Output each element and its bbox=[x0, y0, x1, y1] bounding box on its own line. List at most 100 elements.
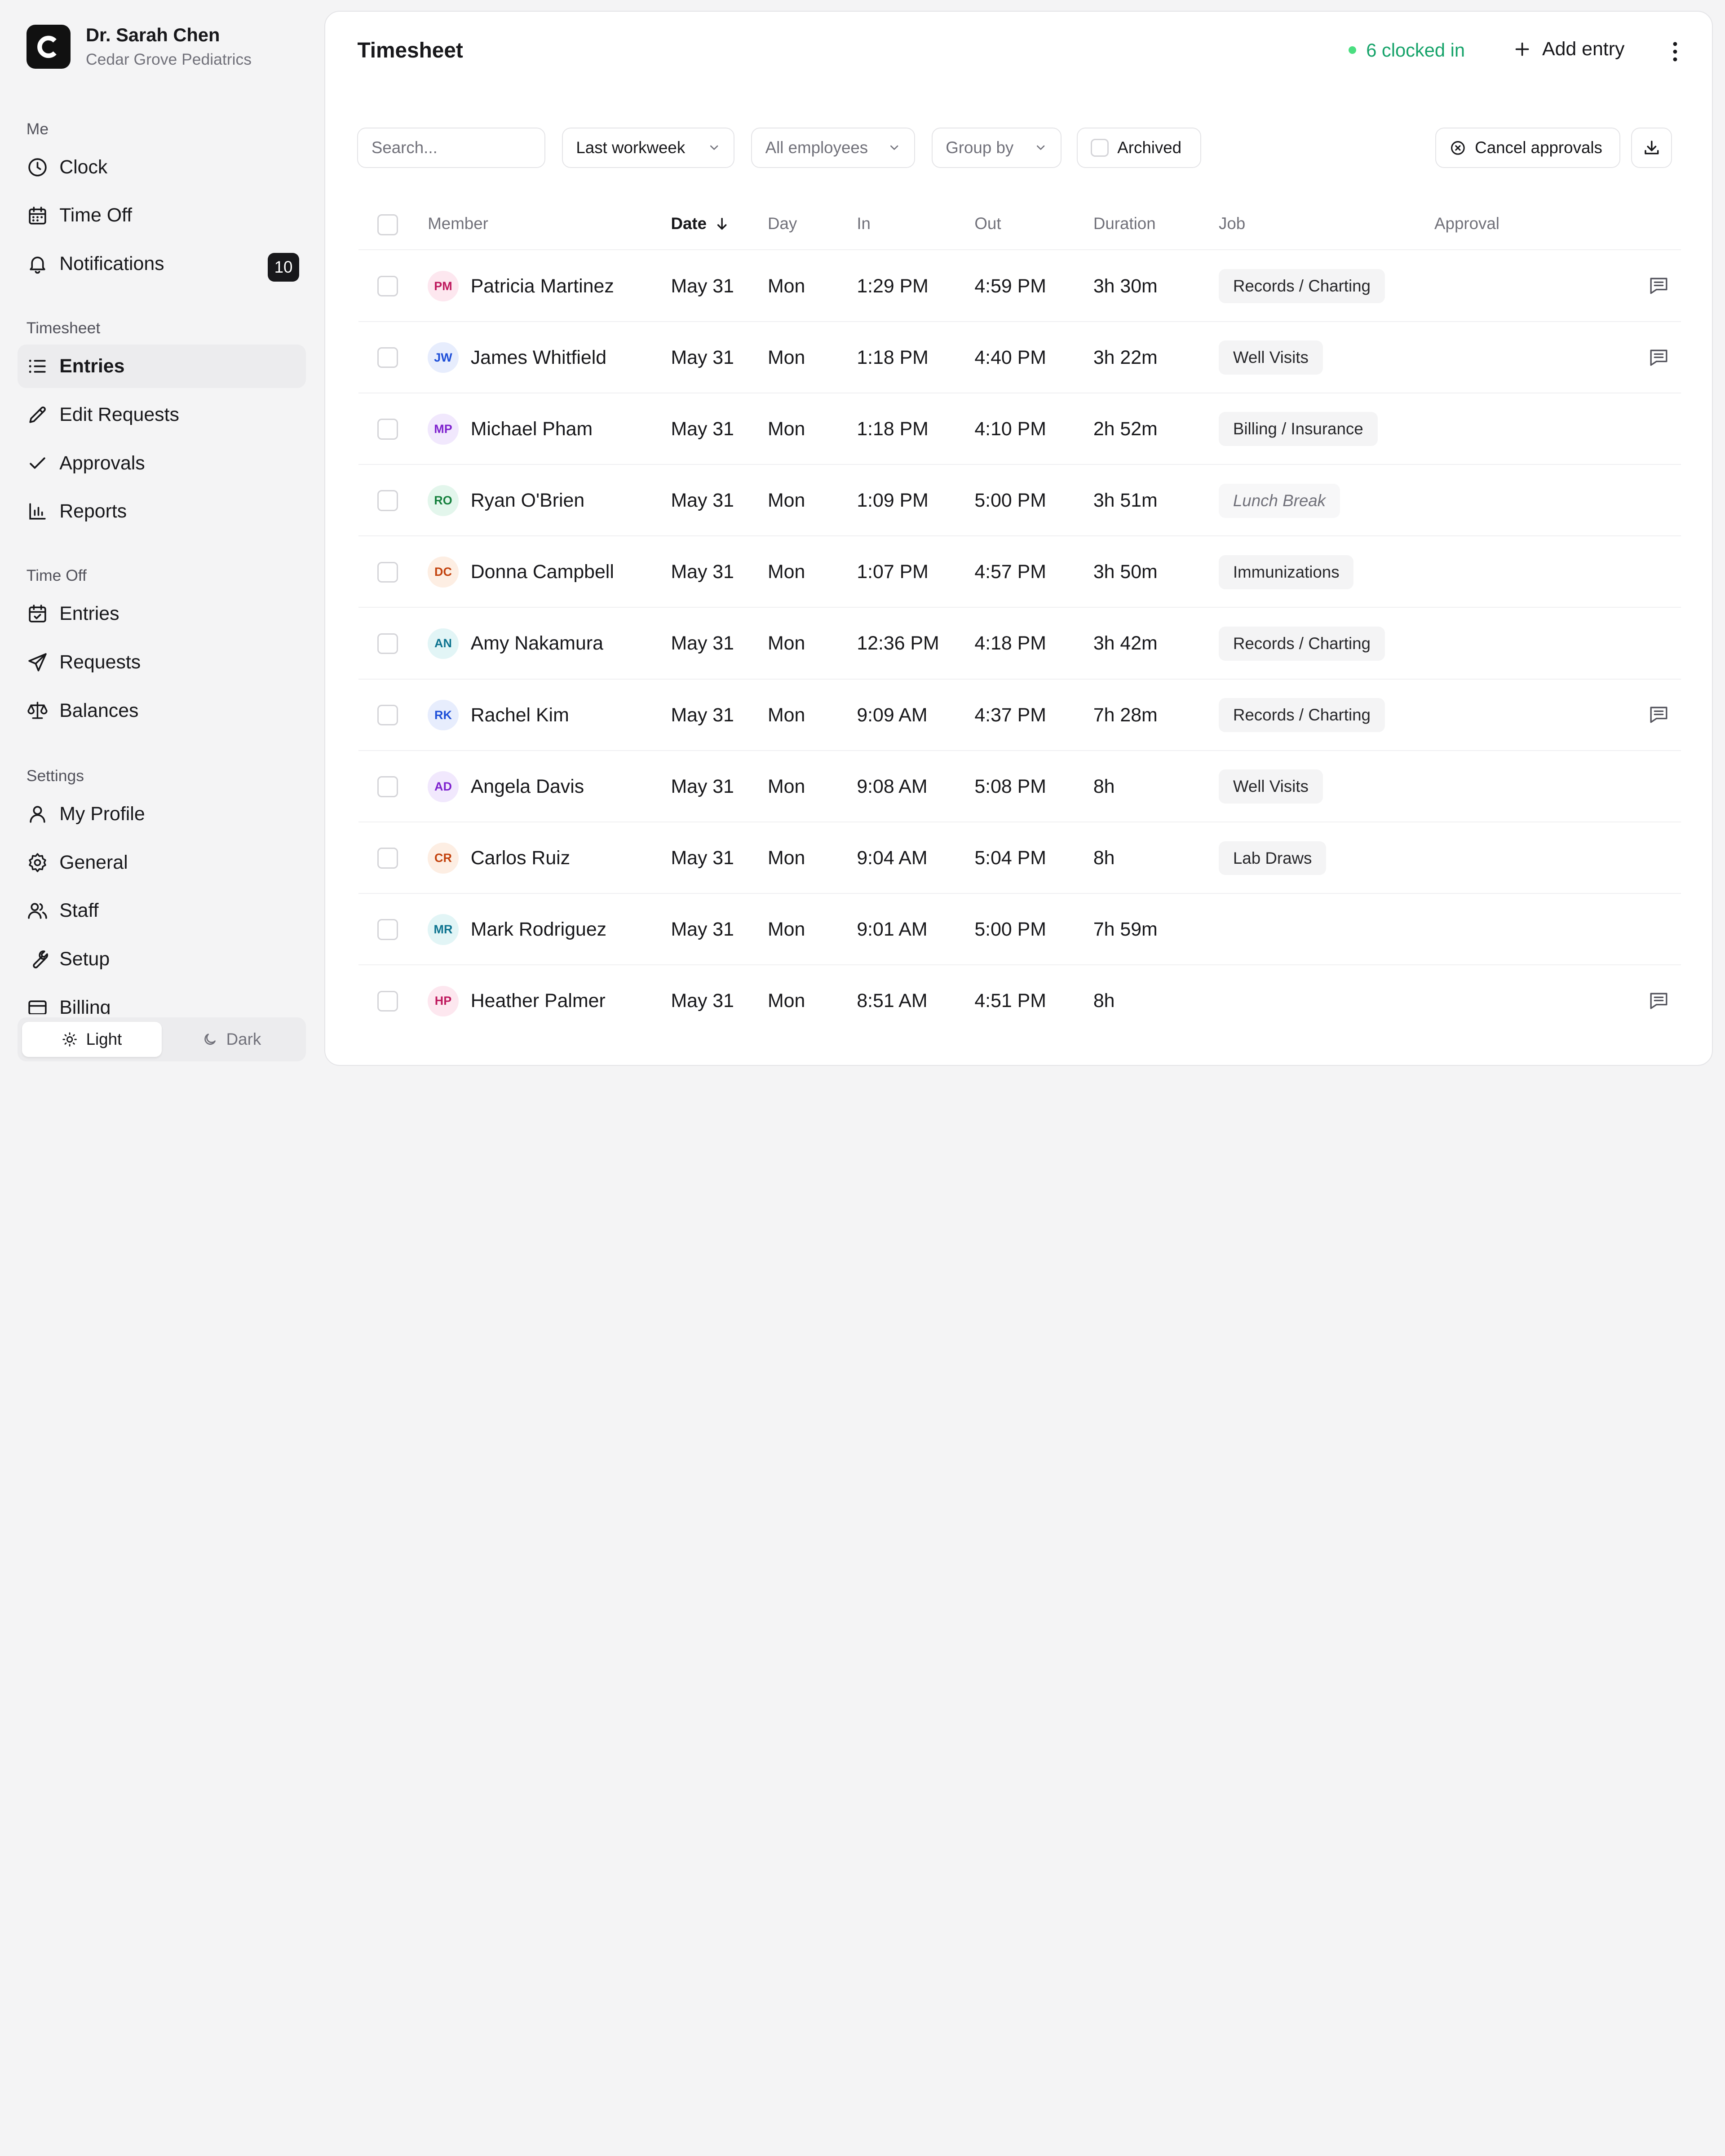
date-cell: May 31 bbox=[671, 704, 734, 726]
table-row[interactable]: DC Donna Campbell May 31 Mon 1:07 PM 4:57 PM 3… bbox=[358, 535, 1681, 607]
sidebar-item-setup[interactable]: Setup bbox=[18, 937, 306, 981]
row-checkbox[interactable] bbox=[377, 490, 398, 511]
sidebar-item-timesheet-entries[interactable]: Entries bbox=[18, 344, 306, 389]
table-row[interactable]: MP Michael Pham May 31 Mon 1:18 PM 4:10 PM 2h … bbox=[358, 392, 1681, 465]
sidebar-item-clock[interactable]: Clock bbox=[18, 145, 306, 189]
job-badge[interactable]: Lab Draws bbox=[1219, 841, 1327, 875]
table-row[interactable]: RO Ryan O'Brien May 31 Mon 1:09 PM 5:00 PM 3h … bbox=[358, 464, 1681, 535]
sidebar-item-time-off-entries[interactable]: Entries bbox=[18, 592, 306, 636]
note-icon[interactable] bbox=[1648, 703, 1670, 725]
avatar: DC bbox=[428, 557, 459, 588]
table-row[interactable]: JW James Whitfield May 31 Mon 1:18 PM 4:40 PM… bbox=[358, 321, 1681, 393]
column-header-day[interactable]: Day bbox=[767, 214, 797, 233]
cancel-approvals-button[interactable]: Cancel approvals bbox=[1435, 127, 1620, 168]
status-dot-icon bbox=[1349, 46, 1357, 54]
row-checkbox[interactable] bbox=[377, 919, 398, 940]
column-header-member[interactable]: Member bbox=[428, 214, 488, 233]
member-cell[interactable]: MP Michael Pham bbox=[428, 393, 593, 465]
sidebar-item-reports[interactable]: Reports bbox=[18, 490, 306, 534]
job-badge[interactable]: Records / Charting bbox=[1219, 698, 1385, 733]
note-icon[interactable] bbox=[1648, 274, 1670, 296]
member-cell[interactable]: PM Patricia Martinez bbox=[428, 250, 614, 322]
row-checkbox[interactable] bbox=[377, 347, 398, 368]
theme-dark-button[interactable]: Dark bbox=[162, 1022, 301, 1057]
select-all-checkbox[interactable] bbox=[377, 214, 398, 235]
date-cell: May 31 bbox=[671, 919, 734, 941]
column-header-job[interactable]: Job bbox=[1219, 214, 1246, 233]
search-input[interactable] bbox=[371, 138, 531, 157]
avatar: PM bbox=[428, 270, 459, 302]
section-label-time-off: Time Off bbox=[26, 566, 87, 585]
job-badge[interactable]: Records / Charting bbox=[1219, 269, 1385, 303]
row-checkbox[interactable] bbox=[377, 275, 398, 297]
archived-toggle[interactable]: Archived bbox=[1077, 127, 1201, 168]
row-checkbox[interactable] bbox=[377, 990, 398, 1012]
column-header-in[interactable]: In bbox=[857, 214, 871, 233]
member-cell[interactable]: HP Heather Palmer bbox=[428, 965, 606, 1037]
cancel-approvals-label: Cancel approvals bbox=[1475, 138, 1602, 157]
table-row[interactable]: RK Rachel Kim May 31 Mon 9:09 AM 4:37 PM 7h 28… bbox=[358, 678, 1681, 751]
group-by-select[interactable]: Group by bbox=[931, 127, 1062, 168]
member-name: James Whitfield bbox=[470, 346, 607, 368]
job-badge[interactable]: Lunch Break bbox=[1219, 483, 1340, 518]
sidebar-item-edit-requests[interactable]: Edit Requests bbox=[18, 393, 306, 437]
clock-out-cell: 4:57 PM bbox=[974, 561, 1046, 583]
member-cell[interactable]: AN Amy Nakamura bbox=[428, 608, 603, 679]
column-header-date[interactable]: Date bbox=[671, 214, 730, 233]
sidebar-item-general[interactable]: General bbox=[18, 840, 306, 884]
sidebar-item-balances[interactable]: Balances bbox=[18, 689, 306, 733]
sidebar-item-approvals[interactable]: Approvals bbox=[18, 441, 306, 485]
row-checkbox[interactable] bbox=[377, 848, 398, 869]
theme-light-button[interactable]: Light bbox=[22, 1022, 162, 1057]
note-icon[interactable] bbox=[1648, 346, 1670, 368]
add-entry-button[interactable]: Add entry bbox=[1513, 38, 1624, 60]
member-cell[interactable]: JW James Whitfield bbox=[428, 322, 606, 393]
row-checkbox[interactable] bbox=[377, 633, 398, 654]
sidebar-item-billing[interactable]: Billing bbox=[18, 990, 306, 1014]
clocked-in-status[interactable]: 6 clocked in bbox=[1349, 40, 1465, 61]
employees-select[interactable]: All employees bbox=[751, 127, 916, 168]
member-cell[interactable]: RO Ryan O'Brien bbox=[428, 465, 584, 536]
member-cell[interactable]: AD Angela Davis bbox=[428, 751, 584, 822]
sidebar-item-time-off[interactable]: Time Off bbox=[18, 194, 306, 238]
table-row[interactable]: HP Heather Palmer May 31 Mon 8:51 AM 4:51 PM 8… bbox=[358, 964, 1681, 1036]
row-checkbox[interactable] bbox=[377, 561, 398, 583]
job-badge[interactable]: Records / Charting bbox=[1219, 627, 1385, 661]
job-badge[interactable]: Well Visits bbox=[1219, 769, 1323, 804]
period-select[interactable]: Last workweek bbox=[562, 127, 735, 168]
table-row[interactable]: AD Angela Davis May 31 Mon 9:08 AM 5:08 PM 8h W… bbox=[358, 750, 1681, 822]
table-row[interactable]: CR Carlos Ruiz May 31 Mon 9:04 AM 5:04 PM 8h La… bbox=[358, 821, 1681, 894]
row-checkbox[interactable] bbox=[377, 776, 398, 797]
table-row[interactable]: PM Patricia Martinez May 31 Mon 1:29 PM 4:59 … bbox=[358, 249, 1681, 321]
clock-in-cell: 9:01 AM bbox=[857, 919, 928, 941]
download-button[interactable] bbox=[1631, 127, 1672, 168]
sidebar-item-staff[interactable]: Staff bbox=[18, 889, 306, 933]
calendar-check-icon bbox=[29, 605, 46, 623]
job-badge[interactable]: Billing / Insurance bbox=[1219, 412, 1378, 446]
more-options-button[interactable] bbox=[1665, 40, 1685, 62]
duration-cell: 8h bbox=[1093, 990, 1115, 1012]
archived-checkbox[interactable] bbox=[1091, 139, 1109, 157]
avatar: MR bbox=[428, 914, 459, 945]
sidebar-item-notifications[interactable]: Notifications 10 bbox=[18, 242, 306, 286]
duration-cell: 3h 50m bbox=[1093, 561, 1158, 583]
job-badge[interactable]: Well Visits bbox=[1219, 340, 1323, 375]
member-cell[interactable]: CR Carlos Ruiz bbox=[428, 822, 570, 894]
job-badge[interactable]: Immunizations bbox=[1219, 555, 1354, 589]
sidebar-scroll-clip: Billing bbox=[0, 990, 323, 1014]
sidebar-item-my-profile[interactable]: My Profile bbox=[18, 792, 306, 836]
column-header-approval[interactable]: Approval bbox=[1434, 214, 1499, 233]
table-row[interactable]: MR Mark Rodriguez May 31 Mon 9:01 AM 5:00 PM 7… bbox=[358, 893, 1681, 964]
note-icon[interactable] bbox=[1648, 990, 1670, 1012]
table-row[interactable]: AN Amy Nakamura May 31 Mon 12:36 PM 4:18 PM 3h… bbox=[358, 607, 1681, 678]
sidebar-item-requests[interactable]: Requests bbox=[18, 640, 306, 684]
org-switcher[interactable]: Dr. Sarah Chen Cedar Grove Pediatrics bbox=[26, 23, 252, 70]
row-checkbox[interactable] bbox=[377, 419, 398, 440]
member-cell[interactable]: DC Donna Campbell bbox=[428, 536, 614, 608]
member-cell[interactable]: MR Mark Rodriguez bbox=[428, 894, 606, 965]
column-header-date-label: Date bbox=[671, 214, 707, 233]
column-header-out[interactable]: Out bbox=[974, 214, 1001, 233]
row-checkbox[interactable] bbox=[377, 704, 398, 726]
column-header-duration[interactable]: Duration bbox=[1093, 214, 1156, 233]
member-cell[interactable]: RK Rachel Kim bbox=[428, 680, 569, 751]
